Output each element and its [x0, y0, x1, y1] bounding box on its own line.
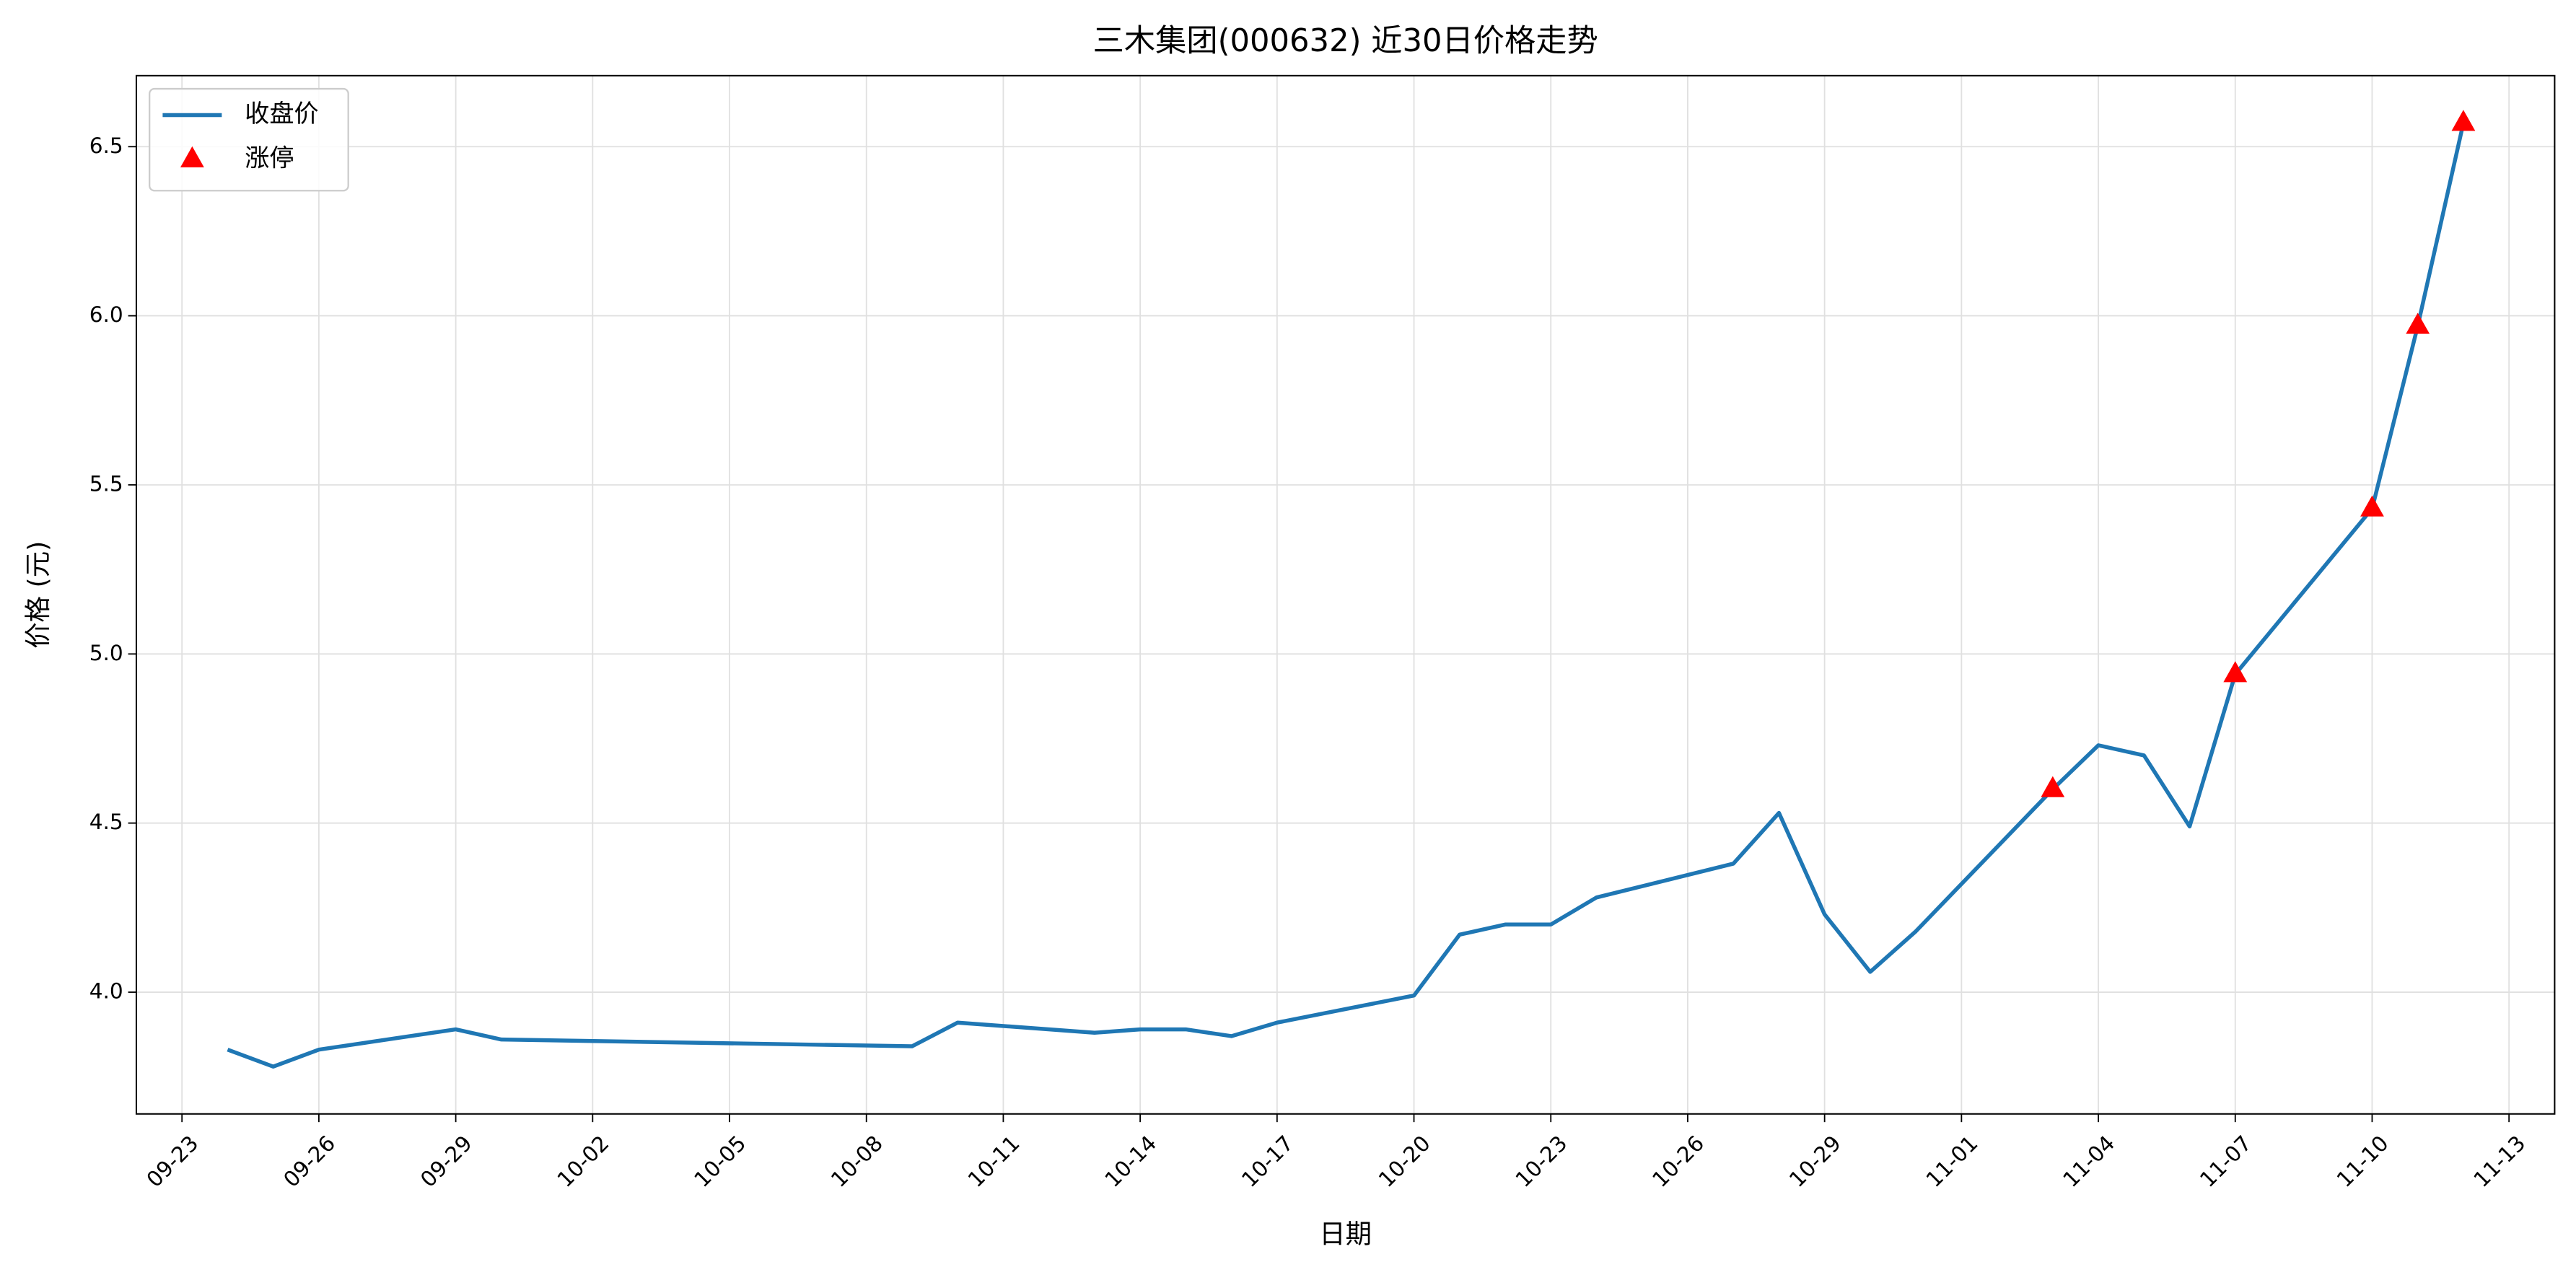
plot-frame	[135, 74, 2556, 1115]
legend-marker	[180, 146, 204, 167]
limit-up-marker	[2451, 110, 2476, 131]
limit-up-marker	[2041, 776, 2065, 797]
y-tick-label: 4.0	[89, 979, 123, 1004]
y-tick-label: 5.5	[89, 471, 123, 496]
y-tick-label: 4.5	[89, 810, 123, 834]
y-tick-label: 6.0	[89, 302, 123, 327]
y-axis-label: 价格 (元)	[22, 541, 53, 649]
y-tick-label: 6.5	[89, 133, 123, 158]
limit-up-marker	[2223, 661, 2248, 683]
y-tick-label: 5.0	[89, 641, 123, 665]
legend-label: 涨停	[245, 144, 294, 172]
price-line	[227, 122, 2466, 1069]
limit-up-marker	[2406, 312, 2430, 334]
x-axis-label: 日期	[1319, 1219, 1372, 1250]
legend-label: 收盘价	[245, 100, 318, 128]
limit-up-marker	[2360, 495, 2384, 517]
chart-title: 三木集团(000632) 近30日价格走势	[1093, 23, 1598, 59]
